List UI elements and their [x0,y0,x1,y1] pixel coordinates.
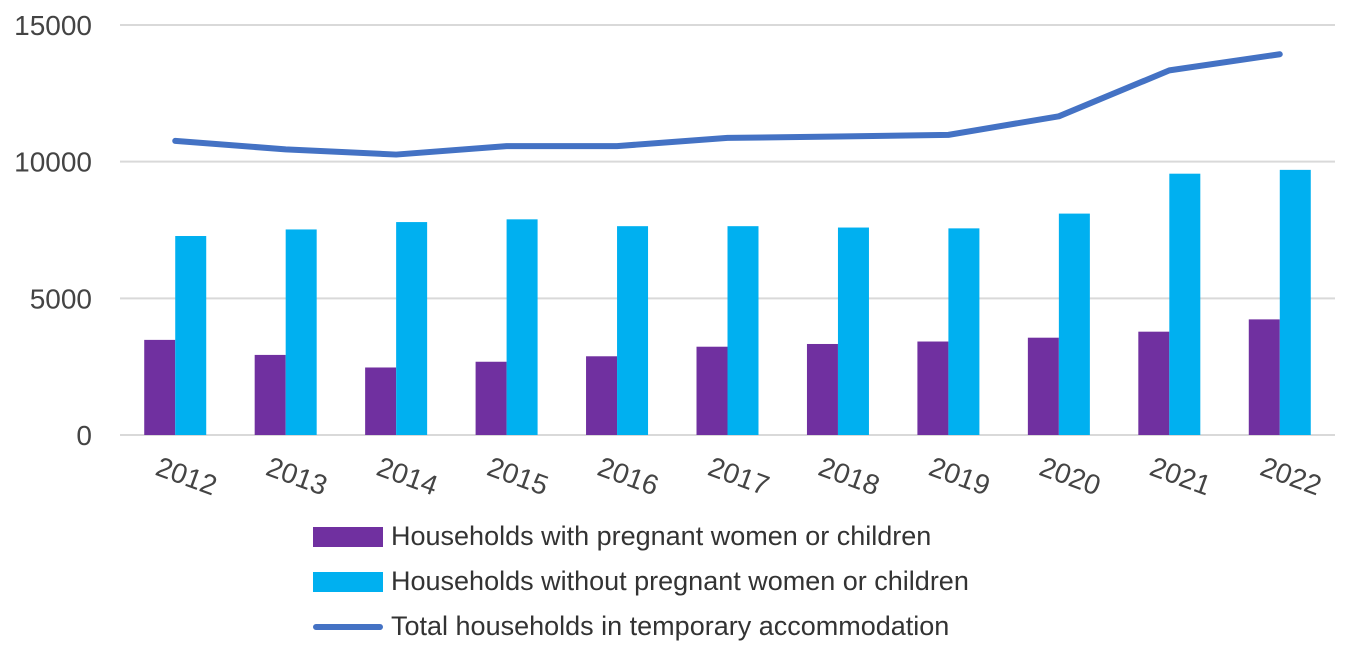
legend-label: Households without pregnant women or chi… [391,566,969,596]
bar [144,339,176,435]
x-tick-label: 2020 [1036,451,1105,501]
bar [285,229,317,435]
bar [175,236,207,435]
bar [806,343,838,435]
legend: Households with pregnant women or childr… [313,514,969,649]
legend-swatch-bar [313,571,383,592]
legend-item: Households with pregnant women or childr… [313,514,969,559]
x-tick-label: 2016 [594,451,663,501]
legend-item: Total households in temporary accommodat… [313,604,969,649]
bar [475,361,507,435]
y-tick-label: 0 [76,420,92,451]
x-tick-label: 2013 [262,451,331,501]
bar [586,356,618,435]
y-tick-label: 15000 [14,10,92,41]
bar [506,219,538,435]
x-axis-ticks: 2012 2013 2014 2015 2016 2017 2018 2019 2020 2021… [152,451,1326,501]
legend-swatch-bar [313,526,383,547]
bar [617,226,649,435]
bar [727,226,759,435]
bar [1027,337,1059,435]
bars [144,169,1311,435]
y-tick-label: 5000 [30,283,92,314]
bar [1058,213,1090,435]
bar [837,227,869,435]
x-tick-label: 2017 [704,451,773,501]
bar [254,354,286,435]
lines [172,51,1283,158]
bar [917,341,949,435]
x-tick-label: 2019 [925,451,994,501]
legend-label: Households with pregnant women or childr… [391,521,932,551]
y-tick-label: 10000 [14,147,92,178]
x-tick-label: 2018 [815,451,884,501]
legend-swatch-line [313,623,383,630]
legend-item: Households without pregnant women or chi… [313,559,969,604]
series-line [172,51,1283,158]
x-tick-label: 2014 [373,451,442,501]
bar [396,222,428,435]
x-tick-label: 2021 [1146,451,1215,501]
x-tick-label: 2012 [152,451,221,501]
x-tick-label: 2022 [1256,451,1325,501]
bar [948,228,980,435]
bar [1279,169,1311,435]
bar [1169,173,1201,435]
bar [696,346,728,435]
bar [1138,331,1170,435]
bar [1248,319,1280,435]
bar [365,367,397,435]
x-tick-label: 2015 [483,451,552,501]
y-axis-ticks: 0 5000 10000 15000 [14,10,92,451]
legend-label: Total households in temporary accommodat… [391,611,950,641]
